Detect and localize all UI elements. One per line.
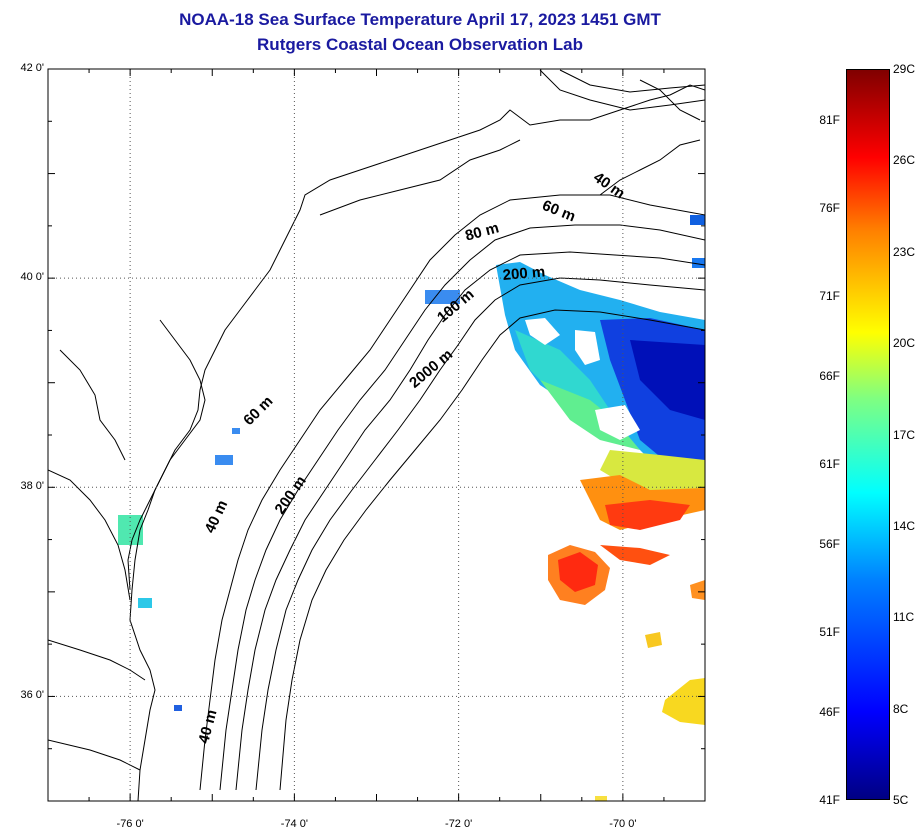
colorbar-fahrenheit-label: 76F — [819, 200, 840, 215]
lon-tick-label: -70 0' — [609, 818, 637, 830]
colorbar-fahrenheit-label: 46F — [819, 705, 840, 720]
page-subtitle: Rutgers Coastal Ocean Observation Lab — [257, 35, 583, 54]
lon-tick-label: -72 0' — [445, 818, 473, 830]
colorbar-celsius-label: 8C — [893, 701, 909, 716]
colorbar-celsius-label: 20C — [893, 336, 916, 351]
colorbar-fahrenheit-label: 56F — [819, 537, 840, 552]
coastline-layer — [48, 69, 705, 801]
colorbar-celsius-label: 11C — [893, 610, 915, 625]
temperature-colorbar — [846, 69, 890, 800]
lon-tick-label: -74 0' — [280, 818, 308, 830]
colorbar-fahrenheit-label: 41F — [819, 793, 840, 807]
lat-tick-label: 40 0' — [20, 271, 44, 284]
contour-label: 80 m — [463, 219, 500, 244]
colorbar-celsius-label: 29C — [893, 62, 916, 76]
colorbar-fahrenheit-label: 71F — [819, 288, 840, 303]
contour-label: 200 m — [502, 263, 546, 284]
colorbar-celsius-label: 5C — [893, 793, 909, 807]
colorbar-fahrenheit-label: 66F — [819, 369, 840, 384]
contour-label: 40 m — [195, 708, 220, 745]
contour-label: 60 m — [540, 197, 578, 226]
page-title: NOAA-18 Sea Surface Temperature April 17… — [179, 10, 661, 29]
axis-ticks — [47, 68, 706, 802]
lat-tick-label: 38 0' — [20, 480, 44, 493]
colorbar-celsius-label: 14C — [893, 518, 916, 533]
colorbar-fahrenheit-label: 81F — [819, 113, 840, 128]
contour-label: 200 m — [272, 473, 310, 518]
lat-tick-label: 36 0' — [20, 689, 44, 702]
colorbar-celsius-label: 23C — [893, 244, 916, 259]
lat-tick-label: 42 0' — [20, 62, 44, 74]
colorbar-fahrenheit-label: 51F — [819, 624, 840, 639]
colorbar-celsius-label: 17C — [893, 427, 916, 442]
colorbar-celsius-label: 26C — [893, 153, 916, 168]
contour-label: 2000 m — [406, 346, 456, 392]
colorbar-fahrenheit-label: 61F — [819, 456, 840, 471]
contour-label: 60 m — [240, 393, 276, 429]
lon-tick-label: -76 0' — [116, 818, 144, 830]
contour-label: 40 m — [201, 498, 231, 536]
sst-data-layer — [118, 215, 705, 801]
contour-label: 40 m — [590, 169, 628, 203]
